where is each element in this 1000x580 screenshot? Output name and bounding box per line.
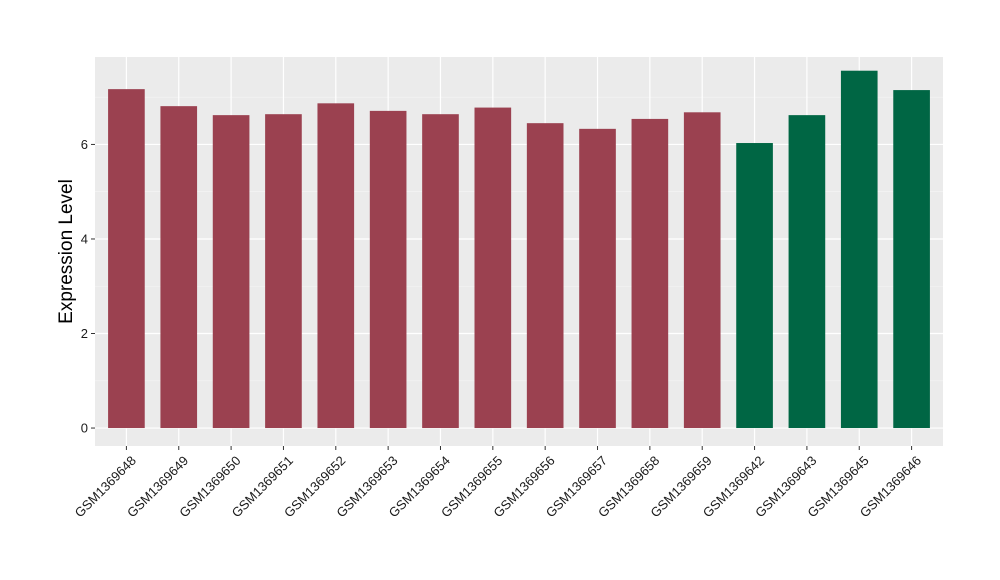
y-tick-label: 6 [81,137,88,152]
y-axis: 0 2 4 6 [81,137,95,436]
y-tick-label: 2 [81,326,88,341]
bar-GSM1369643 [788,115,826,429]
bar-GSM1369642 [736,143,773,429]
bar-GSM1369645 [840,70,878,429]
y-tick-label: 0 [81,421,88,436]
bar-GSM1369646 [893,90,930,429]
bar-GSM1369658 [631,118,669,429]
y-tick-label: 4 [81,231,88,246]
y-axis-title: Expression Level [56,179,77,324]
bar-GSM1369656 [526,123,564,429]
bar-GSM1369651 [265,114,302,429]
bar-GSM1369654 [422,114,459,429]
bar-GSM1369650 [212,115,250,429]
bar-GSM1369648 [108,89,145,429]
bar-GSM1369653 [369,110,407,429]
bars [108,70,930,429]
bar-GSM1369655 [474,107,512,429]
bar-GSM1369659 [683,112,721,429]
bar-GSM1369649 [160,106,198,429]
bar-GSM1369657 [579,128,616,429]
x-axis: GSM1369648GSM1369649GSM1369650GSM1369651… [72,446,924,520]
bar-GSM1369652 [317,103,355,429]
